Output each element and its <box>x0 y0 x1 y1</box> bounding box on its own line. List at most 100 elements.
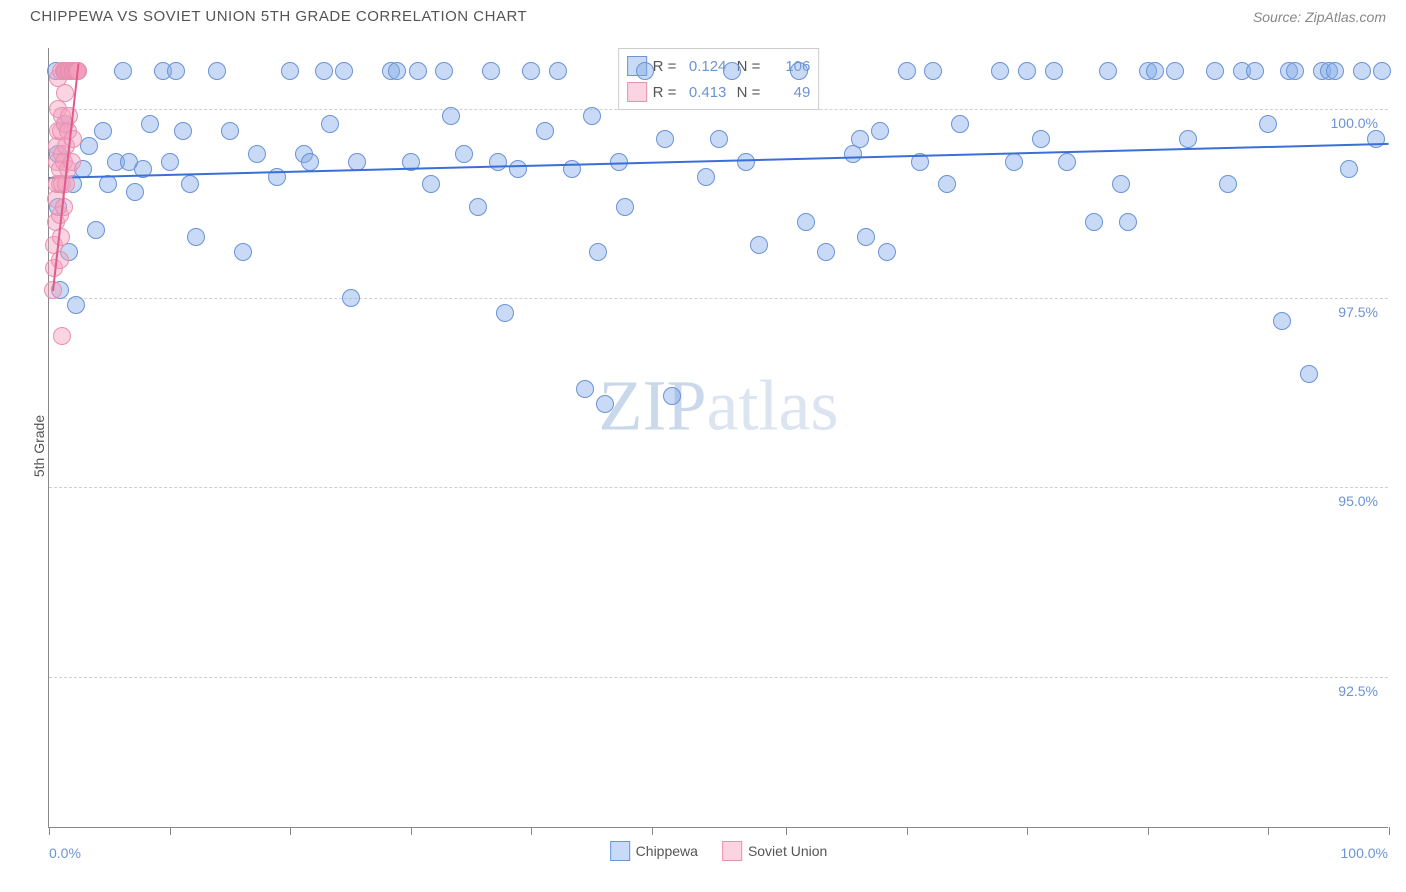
data-point <box>536 122 554 140</box>
scatter-plot-area: ZIPatlas R =0.124 N =106R =0.413 N =49 C… <box>48 48 1388 828</box>
x-tick <box>907 827 908 835</box>
gridline <box>49 109 1388 110</box>
data-point <box>1085 213 1103 231</box>
data-point <box>1099 62 1117 80</box>
data-point <box>817 243 835 261</box>
chart-title: CHIPPEWA VS SOVIET UNION 5TH GRADE CORRE… <box>30 8 527 25</box>
data-point <box>1353 62 1371 80</box>
data-point <box>1032 130 1050 148</box>
y-tick-label: 100.0% <box>1331 115 1378 131</box>
data-point <box>1340 160 1358 178</box>
data-point <box>94 122 112 140</box>
data-point <box>1259 115 1277 133</box>
data-point <box>409 62 427 80</box>
x-tick <box>652 827 653 835</box>
data-point <box>1326 62 1344 80</box>
stats-row: R =0.124 N =106 <box>627 53 811 79</box>
y-tick-label: 92.5% <box>1338 683 1378 699</box>
data-point <box>114 62 132 80</box>
series-swatch <box>627 82 647 102</box>
data-point <box>234 243 252 261</box>
gridline <box>49 677 1388 678</box>
data-point <box>1005 153 1023 171</box>
x-tick <box>1268 827 1269 835</box>
data-point <box>636 62 654 80</box>
data-point <box>301 153 319 171</box>
data-point <box>496 304 514 322</box>
data-point <box>126 183 144 201</box>
y-tick-label: 97.5% <box>1338 304 1378 320</box>
x-axis-label: 0.0% <box>49 845 81 861</box>
watermark-bold: ZIP <box>599 366 707 446</box>
legend: ChippewaSoviet Union <box>610 841 828 861</box>
data-point <box>221 122 239 140</box>
stat-r-label: R = <box>653 84 677 101</box>
data-point <box>1112 175 1130 193</box>
gridline <box>49 298 1388 299</box>
data-point <box>435 62 453 80</box>
data-point <box>342 289 360 307</box>
data-point <box>348 153 366 171</box>
data-point <box>797 213 815 231</box>
data-point <box>509 160 527 178</box>
data-point <box>56 84 74 102</box>
x-tick <box>531 827 532 835</box>
data-point <box>1206 62 1224 80</box>
data-point <box>60 107 78 125</box>
data-point <box>663 387 681 405</box>
data-point <box>857 228 875 246</box>
gridline <box>49 487 1388 488</box>
stat-n-value: 49 <box>766 84 810 101</box>
chart-header: CHIPPEWA VS SOVIET UNION 5TH GRADE CORRE… <box>0 0 1406 29</box>
data-point <box>924 62 942 80</box>
data-point <box>187 228 205 246</box>
data-point <box>388 62 406 80</box>
data-point <box>422 175 440 193</box>
data-point <box>1119 213 1137 231</box>
data-point <box>589 243 607 261</box>
data-point <box>335 62 353 80</box>
data-point <box>1146 62 1164 80</box>
data-point <box>1219 175 1237 193</box>
data-point <box>1300 365 1318 383</box>
x-tick <box>1027 827 1028 835</box>
data-point <box>174 122 192 140</box>
data-point <box>596 395 614 413</box>
data-point <box>80 137 98 155</box>
data-point <box>455 145 473 163</box>
data-point <box>208 62 226 80</box>
data-point <box>469 198 487 216</box>
data-point <box>141 115 159 133</box>
data-point <box>583 107 601 125</box>
stat-r-value: 0.124 <box>682 58 726 75</box>
x-axis-label: 100.0% <box>1341 845 1388 861</box>
data-point <box>898 62 916 80</box>
data-point <box>991 62 1009 80</box>
data-point <box>64 130 82 148</box>
source-attribution: Source: ZipAtlas.com <box>1253 9 1386 25</box>
data-point <box>1045 62 1063 80</box>
y-tick-label: 95.0% <box>1338 493 1378 509</box>
legend-label: Chippewa <box>636 843 698 859</box>
stat-n-label: N = <box>732 84 760 101</box>
stat-r-label: R = <box>653 58 677 75</box>
data-point <box>315 62 333 80</box>
data-point <box>321 115 339 133</box>
data-point <box>522 62 540 80</box>
data-point <box>67 296 85 314</box>
watermark-light: atlas <box>707 366 839 446</box>
watermark: ZIPatlas <box>599 365 839 448</box>
data-point <box>616 198 634 216</box>
data-point <box>281 62 299 80</box>
legend-item: Chippewa <box>610 841 698 861</box>
data-point <box>51 251 69 269</box>
data-point <box>851 130 869 148</box>
x-tick <box>411 827 412 835</box>
x-tick <box>786 827 787 835</box>
data-point <box>871 122 889 140</box>
stat-r-value: 0.413 <box>682 84 726 101</box>
x-tick <box>170 827 171 835</box>
data-point <box>167 62 185 80</box>
x-tick <box>290 827 291 835</box>
data-point <box>482 62 500 80</box>
